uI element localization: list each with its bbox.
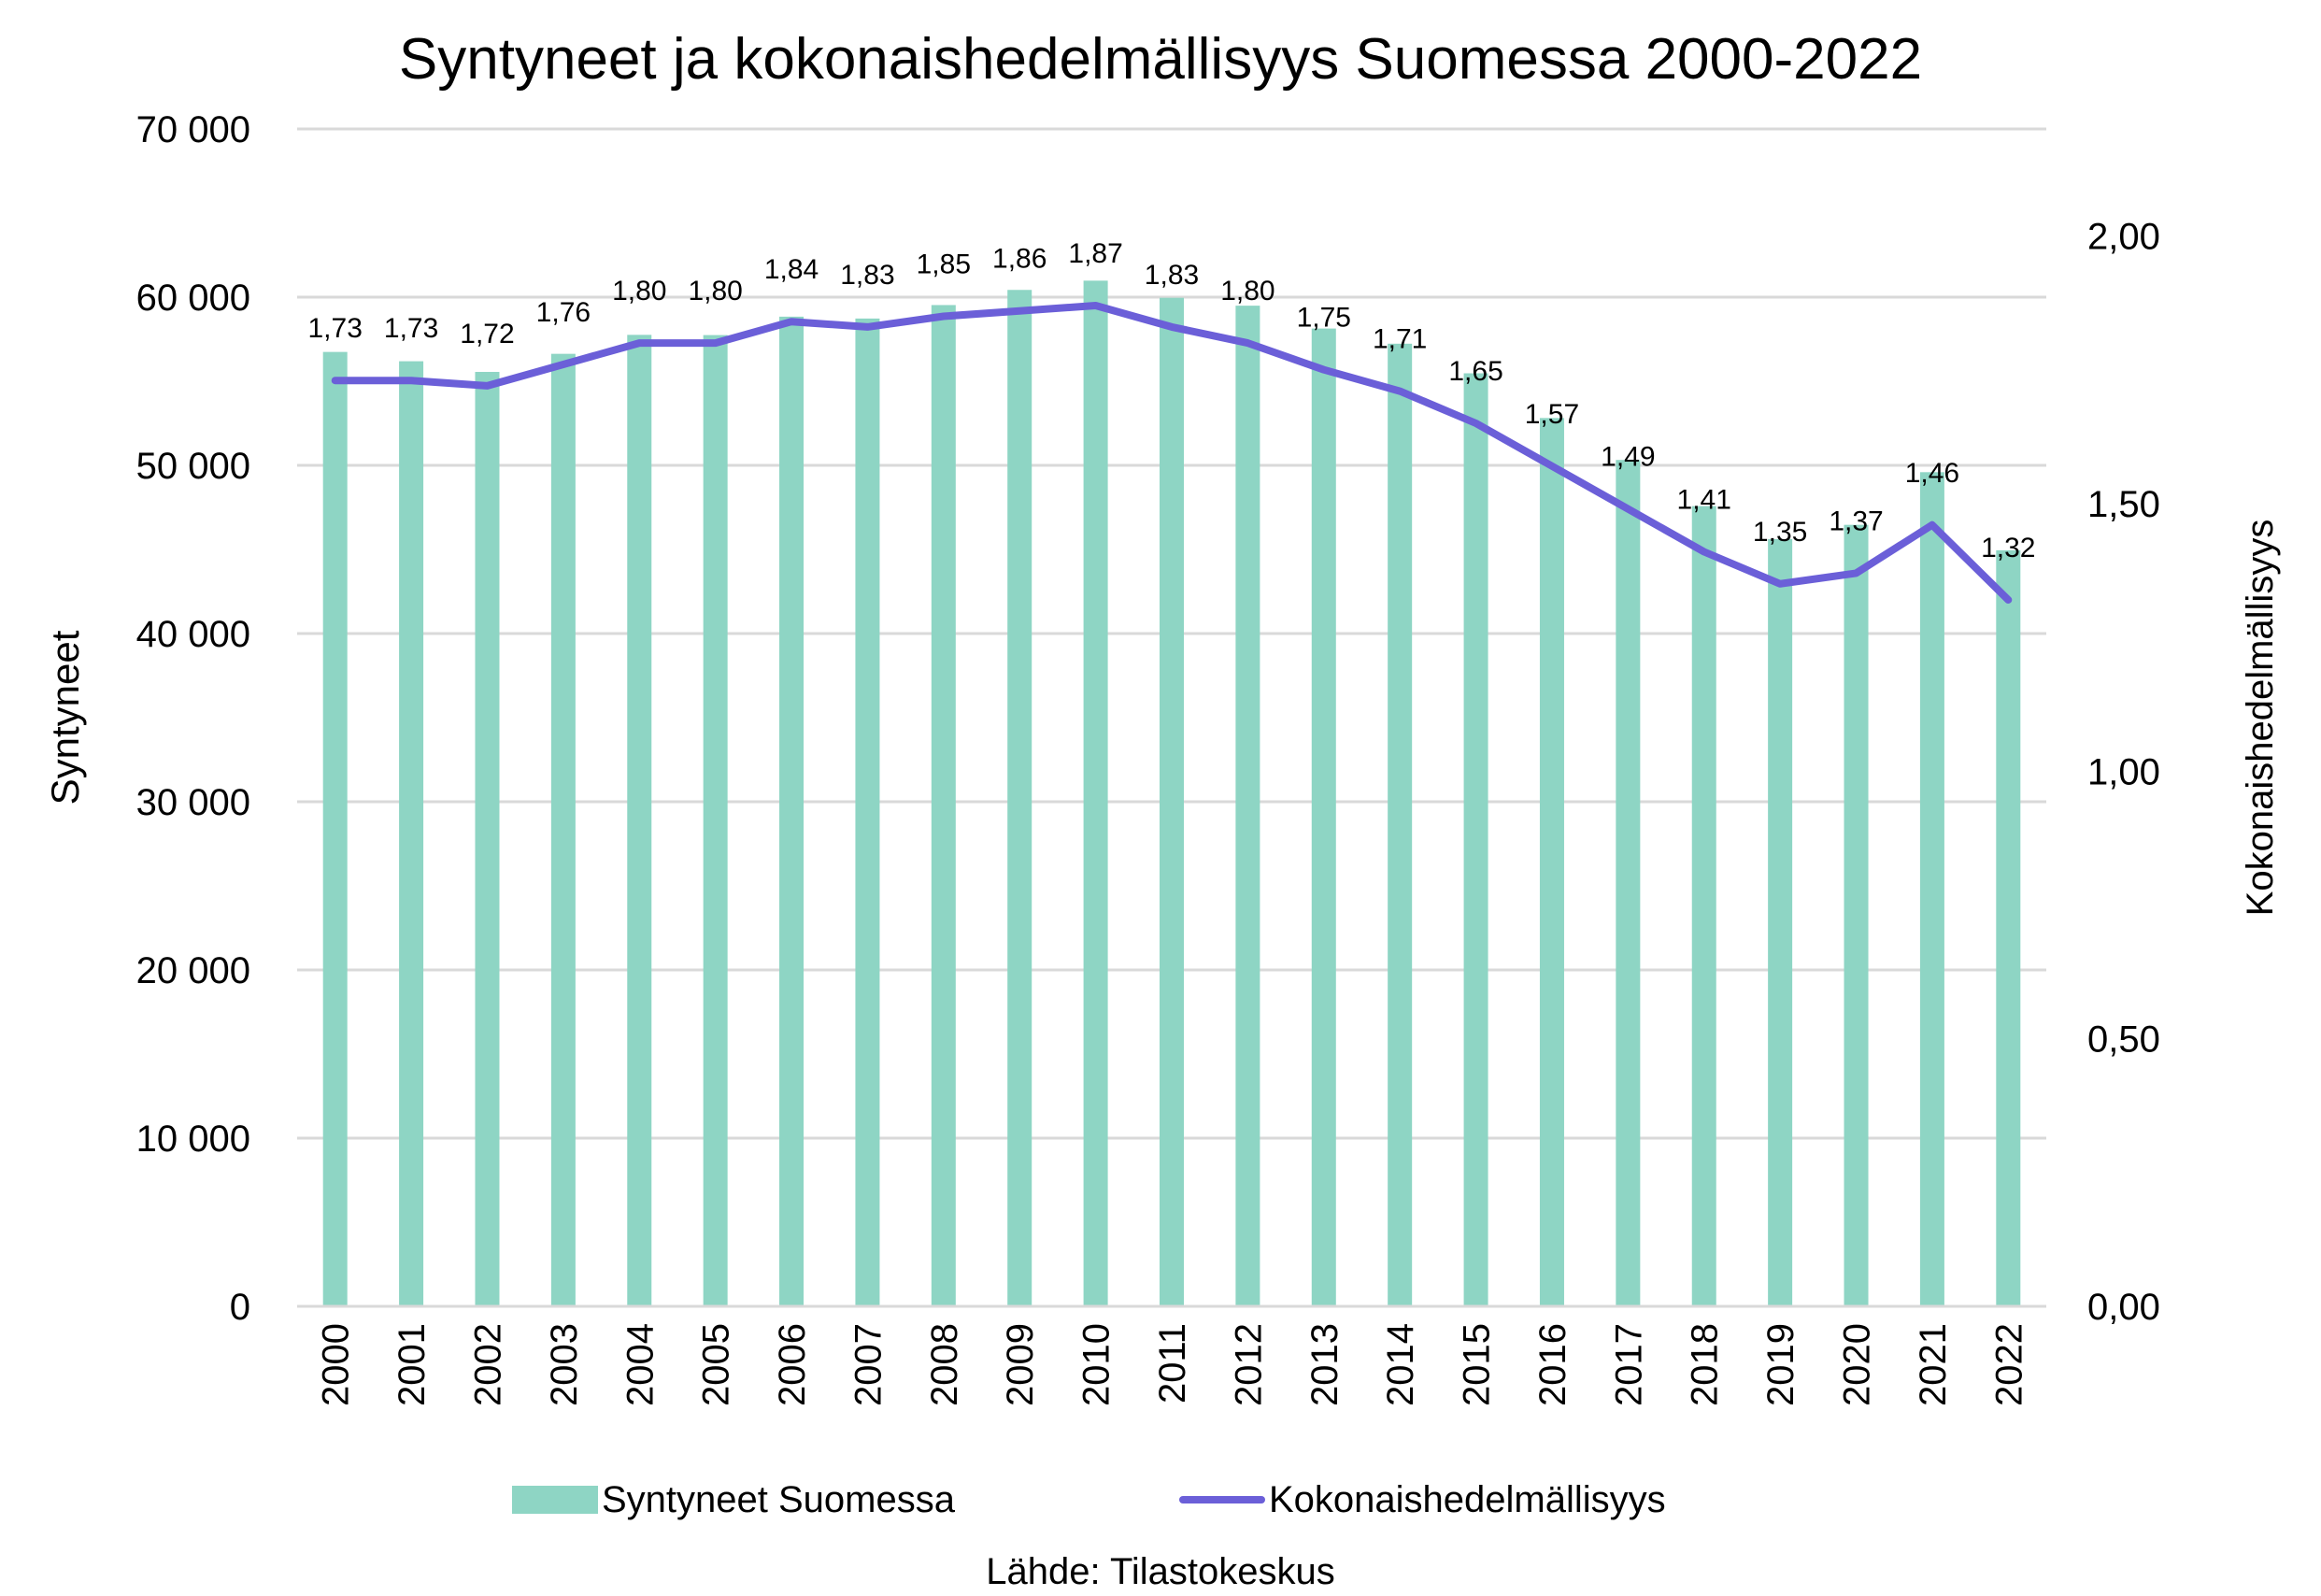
x-tick-label: 2003 [544, 1323, 585, 1406]
bar [855, 318, 880, 1307]
x-tick-label: 2014 [1380, 1323, 1421, 1406]
chart-title: Syntyneet ja kokonaishedelmällisyys Suom… [398, 27, 1923, 92]
bar [1311, 328, 1336, 1306]
data-label: 1,83 [1145, 260, 1199, 291]
x-tick-label: 2007 [847, 1323, 889, 1406]
data-labels: 1,73 1,73 1,72 1,76 1,80 1,80 1,84 1,83 1,85 1,86… [308, 238, 2036, 563]
x-tick-label: 2012 [1228, 1323, 1269, 1406]
bar [322, 351, 348, 1306]
x-tick-label: 2001 [392, 1323, 433, 1406]
bar [1768, 538, 1793, 1306]
bar [1160, 297, 1184, 1306]
bar [475, 372, 500, 1306]
data-label: 1,73 [384, 313, 438, 344]
bar [1919, 472, 1944, 1307]
bar [399, 361, 424, 1306]
x-tick-label: 2017 [1608, 1323, 1649, 1406]
source-note: Lähde: Tilastokeskus [986, 1551, 1335, 1592]
bar [779, 316, 805, 1306]
y-right-tick-label: 0,00 [2087, 1287, 2160, 1328]
bar [1539, 418, 1564, 1306]
x-tick-label: 2009 [1000, 1323, 1041, 1406]
legend-bar-swatch [512, 1486, 598, 1514]
legend-label-births: Syntyneet Suomessa [602, 1478, 955, 1520]
y-left-tick-label: 40 000 [136, 614, 250, 655]
bar [1616, 460, 1641, 1306]
x-tick-label: 2010 [1076, 1323, 1118, 1406]
y-left-tick-label: 20 000 [136, 950, 250, 991]
x-tick-label: 2015 [1457, 1323, 1498, 1406]
x-tick-label: 2008 [924, 1323, 965, 1406]
bar [931, 305, 956, 1307]
data-label: 1,65 [1448, 356, 1502, 387]
legend-item-fertility: Kokonaishedelmällisyys [1179, 1467, 1666, 1532]
bar [1388, 343, 1413, 1307]
y-left-tick-label: 60 000 [136, 278, 250, 319]
axes: 0 10 000 20 000 30 000 40 000 50 000 60 000 70 … [43, 109, 2281, 1406]
y-right-axis-title: Kokonaishedelmällisyys [2240, 520, 2281, 917]
x-tick-label: 2021 [1913, 1323, 1954, 1406]
y-right-tick-label: 1,50 [2087, 484, 2160, 525]
bar [1691, 506, 1716, 1306]
data-label: 1,76 [536, 297, 591, 328]
line-series [331, 302, 2013, 604]
y-right-tick-label: 0,50 [2087, 1019, 2160, 1061]
data-label: 1,46 [1905, 458, 1959, 489]
y-left-tick-label: 70 000 [136, 109, 250, 150]
data-label: 1,87 [1068, 238, 1122, 269]
legend: Syntyneet Suomessa Kokonaishedelmällisyy… [0, 1467, 2321, 1532]
x-tick-label: 2020 [1837, 1323, 1878, 1406]
x-tick-label: 2005 [696, 1323, 737, 1406]
data-label: 1,35 [1753, 517, 1807, 548]
legend-label-fertility: Kokonaishedelmällisyys [1269, 1478, 1666, 1520]
y-right-tick-label: 2,00 [2087, 217, 2160, 258]
x-tick-label: 2022 [1988, 1323, 2029, 1406]
data-label: 1,32 [1981, 533, 2035, 563]
y-left-tick-label: 10 000 [136, 1119, 250, 1160]
x-tick-label: 2018 [1685, 1323, 1726, 1406]
data-label: 1,80 [1220, 276, 1274, 306]
x-tick-label: 2013 [1304, 1323, 1346, 1406]
x-tick-label: 2000 [316, 1323, 357, 1406]
data-label: 1,37 [1829, 506, 1883, 536]
data-label: 1,49 [1601, 442, 1655, 473]
data-label: 1,80 [612, 276, 666, 306]
fertility-line [331, 302, 2013, 604]
y-right-tick-label: 1,00 [2087, 751, 2160, 792]
legend-item-births: Syntyneet Suomessa [512, 1467, 955, 1532]
data-label: 1,86 [992, 244, 1047, 275]
x-tick-label: 2002 [467, 1323, 508, 1406]
data-label: 1,85 [917, 249, 971, 279]
data-label: 1,84 [764, 254, 819, 285]
x-tick-label: 2011 [1152, 1323, 1193, 1404]
bar [1007, 290, 1032, 1306]
data-label: 1,83 [840, 260, 894, 291]
y-left-tick-label: 30 000 [136, 782, 250, 823]
bar [550, 353, 576, 1306]
data-label: 1,41 [1677, 484, 1731, 515]
x-tick-label: 2019 [1760, 1323, 1801, 1406]
legend-line-swatch [1179, 1496, 1265, 1503]
y-left-axis-title: Syntyneet [43, 630, 87, 805]
x-tick-label: 2006 [772, 1323, 813, 1406]
bar-series [322, 280, 2021, 1307]
bar [703, 335, 728, 1307]
y-left-tick-label: 50 000 [136, 446, 250, 487]
data-label: 1,72 [460, 319, 514, 349]
data-label: 1,71 [1373, 324, 1427, 355]
bar [627, 335, 652, 1307]
data-label: 1,57 [1525, 399, 1579, 430]
bar [1235, 306, 1260, 1307]
x-tick-label: 2016 [1532, 1323, 1573, 1406]
bar [1844, 524, 1869, 1306]
bar [1083, 280, 1108, 1306]
data-label: 1,73 [308, 313, 363, 344]
bar [1996, 549, 2021, 1306]
data-label: 1,75 [1297, 303, 1351, 334]
data-label: 1,80 [688, 276, 742, 306]
x-tick-label: 2004 [619, 1323, 661, 1406]
bar [1463, 373, 1488, 1306]
y-left-tick-label: 0 [230, 1287, 250, 1328]
